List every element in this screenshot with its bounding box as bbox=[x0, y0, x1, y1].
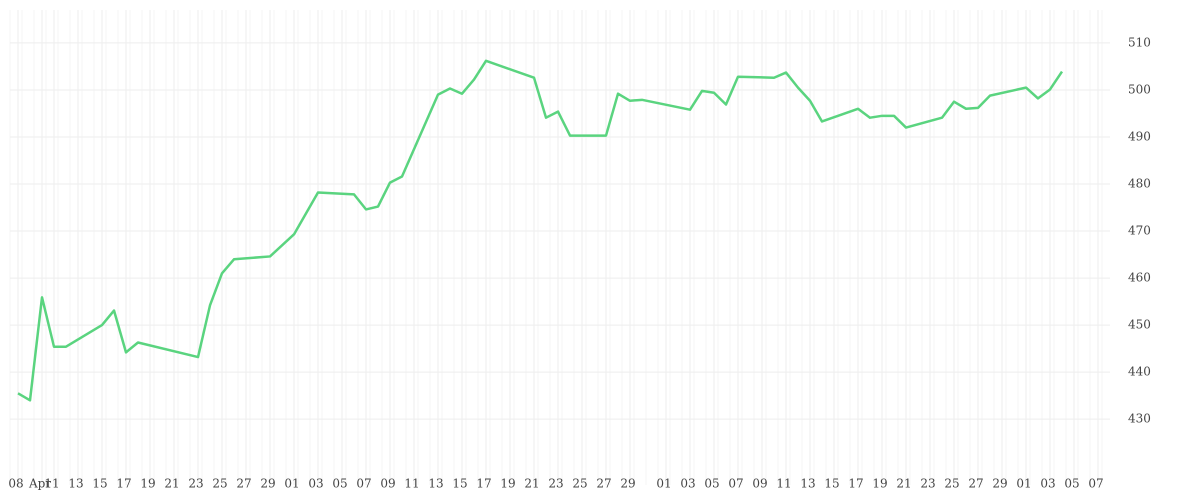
x-tick-label: 11 bbox=[44, 477, 59, 491]
x-tick-label: 25 bbox=[212, 477, 227, 491]
x-tick-label: 27 bbox=[968, 477, 983, 491]
y-tick-label: 480 bbox=[1128, 177, 1151, 191]
x-tick-label: 11 bbox=[776, 477, 791, 491]
x-tick-label: 15 bbox=[824, 477, 839, 491]
x-tick-label: 19 bbox=[872, 477, 887, 491]
x-tick-label: 29 bbox=[620, 477, 635, 491]
x-tick-label: 13 bbox=[68, 477, 83, 491]
x-tick-label: 05 bbox=[1064, 477, 1079, 491]
x-tick-label: 13 bbox=[800, 477, 815, 491]
x-tick-label: 19 bbox=[140, 477, 155, 491]
x-tick-label: 03 bbox=[680, 477, 695, 491]
x-tick-label: 15 bbox=[452, 477, 467, 491]
x-tick-label: 08 bbox=[8, 477, 23, 491]
x-tick-label: 03 bbox=[308, 477, 323, 491]
x-tick-label: 27 bbox=[236, 477, 251, 491]
x-tick-label: 29 bbox=[992, 477, 1007, 491]
x-tick-label: 01 bbox=[1016, 477, 1031, 491]
x-tick-label: 15 bbox=[92, 477, 107, 491]
x-tick-label: 09 bbox=[380, 477, 395, 491]
x-tick-label: 21 bbox=[896, 477, 911, 491]
x-tick-label: 27 bbox=[596, 477, 611, 491]
x-tick-label: 07 bbox=[728, 477, 743, 491]
y-tick-label: 440 bbox=[1128, 365, 1151, 379]
x-tick-label: 25 bbox=[944, 477, 959, 491]
x-tick-label: 17 bbox=[848, 477, 863, 491]
x-tick-label: 23 bbox=[548, 477, 563, 491]
x-tick-label: 03 bbox=[1040, 477, 1055, 491]
y-tick-label: 500 bbox=[1128, 82, 1151, 96]
y-tick-label: 460 bbox=[1128, 271, 1151, 285]
y-tick-label: 430 bbox=[1128, 412, 1151, 426]
y-tick-label: 470 bbox=[1128, 224, 1151, 238]
x-tick-label: 21 bbox=[524, 477, 539, 491]
x-tick-label: 13 bbox=[428, 477, 443, 491]
x-tick-label: 09 bbox=[752, 477, 767, 491]
x-tick-label: 05 bbox=[704, 477, 719, 491]
x-tick-label: 01 bbox=[284, 477, 299, 491]
x-tick-label: 21 bbox=[164, 477, 179, 491]
x-tick-label: 07 bbox=[356, 477, 371, 491]
x-tick-label: 29 bbox=[260, 477, 275, 491]
x-tick-label: 25 bbox=[572, 477, 587, 491]
x-tick-label: 17 bbox=[476, 477, 491, 491]
x-tick-label: 07 bbox=[1088, 477, 1103, 491]
x-tick-label: 17 bbox=[116, 477, 131, 491]
y-tick-label: 450 bbox=[1128, 318, 1151, 332]
x-tick-label: 05 bbox=[332, 477, 347, 491]
x-tick-label: 23 bbox=[920, 477, 935, 491]
x-tick-label: 11 bbox=[404, 477, 419, 491]
y-tick-label: 490 bbox=[1128, 129, 1151, 143]
y-tick-label: 510 bbox=[1128, 35, 1151, 49]
x-tick-label: 23 bbox=[188, 477, 203, 491]
x-tick-label: 01 bbox=[656, 477, 671, 491]
x-tick-label: Apr bbox=[28, 477, 51, 491]
line bbox=[17, 59, 1064, 402]
x-tick-label: 19 bbox=[500, 477, 515, 491]
